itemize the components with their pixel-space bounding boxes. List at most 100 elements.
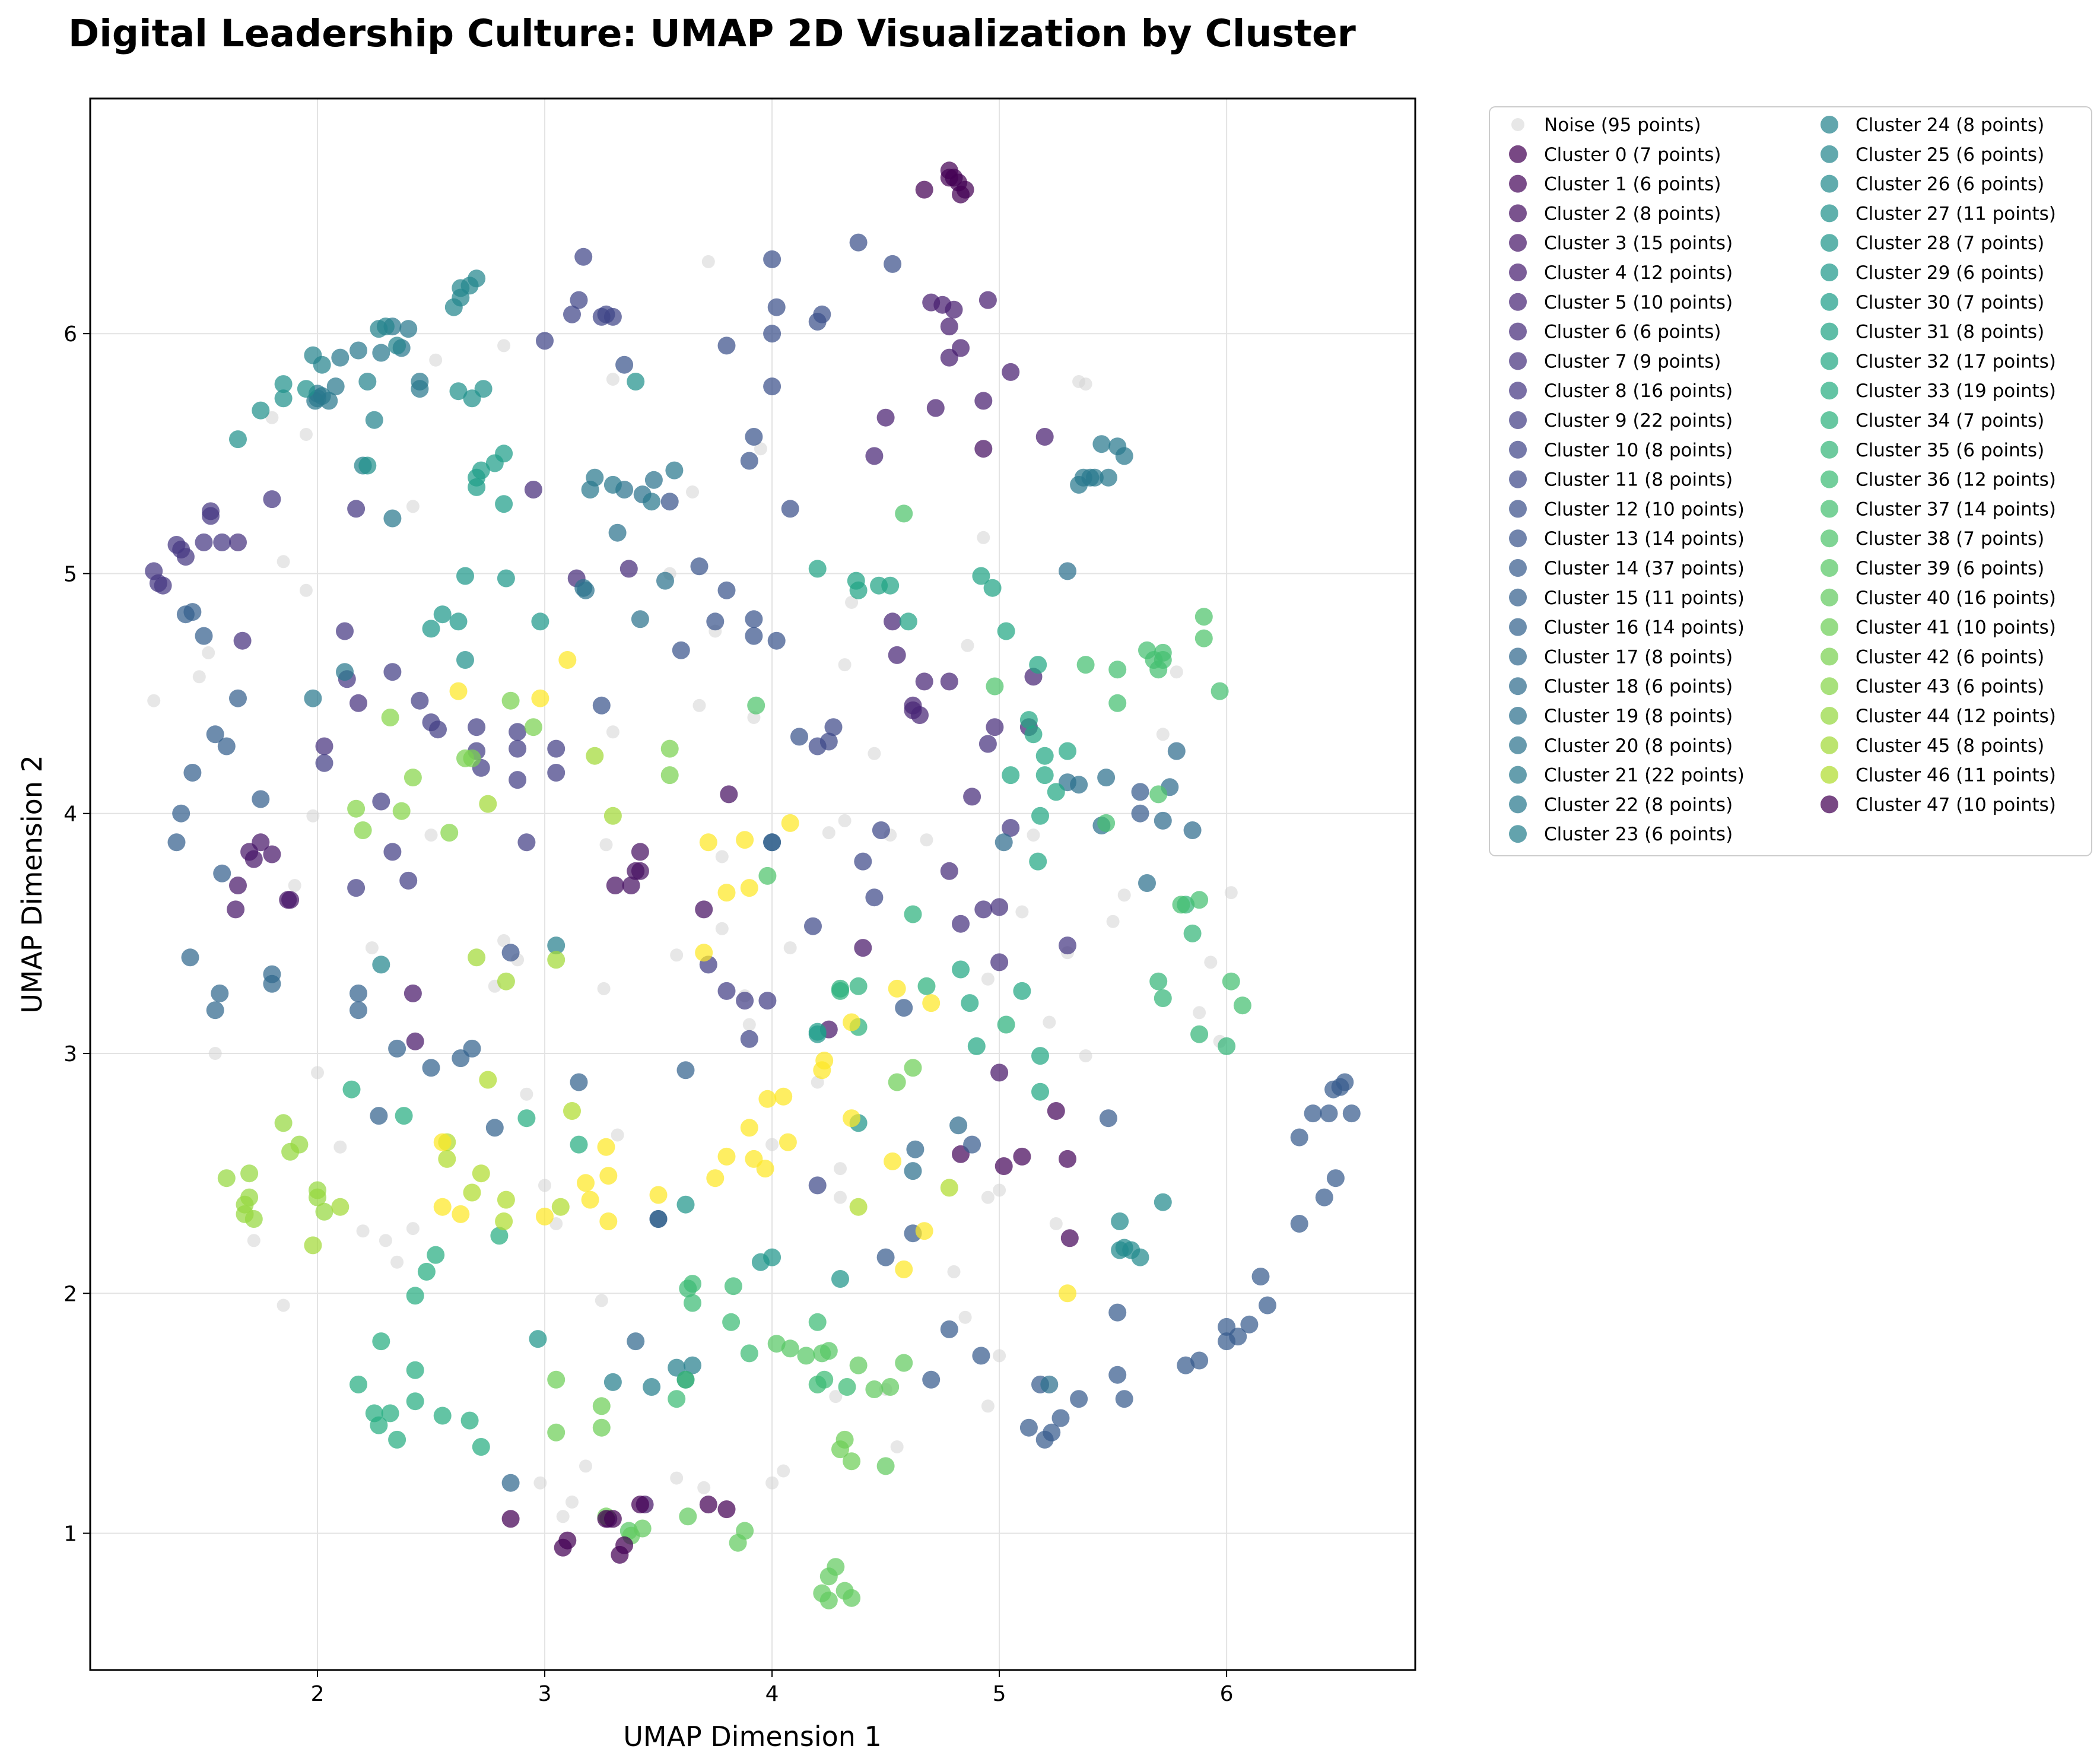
- legend-marker: [1509, 707, 1527, 725]
- cluster-point: [1131, 1248, 1149, 1266]
- cluster-point: [206, 725, 224, 744]
- cluster-point: [252, 401, 270, 420]
- legend-marker: [1509, 352, 1527, 370]
- noise-point: [406, 500, 420, 513]
- legend-marker: [1821, 440, 1838, 459]
- cluster-point: [485, 1119, 504, 1137]
- cluster-point: [181, 948, 199, 967]
- noise-point: [365, 941, 379, 955]
- cluster-point: [676, 1195, 695, 1214]
- cluster-point: [695, 900, 713, 919]
- cluster-point: [211, 984, 229, 1002]
- legend-label: Cluster 14 (37 points): [1544, 558, 1745, 579]
- cluster-point: [615, 1536, 634, 1554]
- cluster-point: [1035, 747, 1054, 765]
- noise-point: [606, 725, 619, 739]
- cluster-point: [370, 1416, 388, 1434]
- cluster-point: [1108, 1303, 1127, 1322]
- legend-marker: [1821, 322, 1838, 341]
- legend-marker: [1509, 263, 1527, 281]
- cluster-point: [740, 879, 758, 897]
- cluster-point: [915, 672, 933, 691]
- cluster-point: [1115, 1390, 1133, 1408]
- cluster-point: [252, 833, 270, 852]
- noise-point: [1106, 915, 1120, 928]
- legend-label: Cluster 10 (8 points): [1544, 440, 1733, 461]
- cluster-point: [952, 185, 970, 204]
- cluster-point: [547, 739, 565, 758]
- legend-label: Cluster 28 (7 points): [1856, 233, 2044, 254]
- legend-marker: [1509, 500, 1527, 518]
- cluster-point: [808, 560, 827, 578]
- cluster-point: [304, 689, 322, 707]
- cluster-point: [888, 1073, 906, 1091]
- cluster-point: [808, 737, 827, 755]
- cluster-point: [644, 471, 663, 489]
- cluster-point: [1013, 982, 1031, 1000]
- noise-point: [538, 1179, 551, 1192]
- cluster-point: [888, 646, 906, 664]
- cluster-point: [195, 627, 213, 645]
- x-tick-label: 6: [1220, 1682, 1234, 1706]
- legend-label: Cluster 34 (7 points): [1856, 410, 2044, 431]
- cluster-point: [1092, 435, 1111, 453]
- cluster-point: [881, 576, 900, 595]
- cluster-point: [1108, 661, 1127, 679]
- cluster-point: [940, 318, 958, 336]
- cluster-point: [1183, 821, 1202, 839]
- noise-point: [1015, 905, 1029, 919]
- cluster-point: [1031, 807, 1049, 825]
- cluster-point: [1172, 896, 1190, 914]
- cluster-point: [1097, 769, 1116, 787]
- cluster-point: [995, 833, 1013, 852]
- cluster-point: [468, 478, 486, 496]
- plot-frame: [89, 97, 1416, 1671]
- cluster-point: [815, 1052, 834, 1070]
- cluster-point: [354, 821, 372, 839]
- legend-marker: [1821, 174, 1838, 193]
- cluster-point: [395, 1107, 413, 1125]
- cluster-point: [547, 936, 565, 955]
- cluster-point: [849, 1198, 868, 1216]
- cluster-point: [497, 569, 515, 588]
- noise-point: [890, 1440, 904, 1453]
- cluster-point: [263, 490, 281, 509]
- cluster-point: [1324, 1080, 1343, 1099]
- cluster-point: [679, 1507, 697, 1526]
- noise-point: [697, 1481, 711, 1494]
- legend-marker: [1821, 588, 1838, 607]
- noise-point: [379, 1234, 392, 1247]
- cluster-point: [724, 1277, 742, 1296]
- cluster-point: [551, 1198, 570, 1216]
- cluster-point: [1315, 1188, 1333, 1207]
- cluster-point: [1251, 1268, 1270, 1285]
- cluster-point: [547, 1370, 565, 1389]
- cluster-point: [358, 373, 377, 391]
- noise-point: [670, 1471, 684, 1485]
- cluster-point: [517, 833, 536, 852]
- cluster-point: [547, 951, 565, 969]
- cluster-point: [495, 445, 513, 463]
- noise-point: [1049, 1217, 1063, 1230]
- cluster-point: [736, 1522, 754, 1540]
- cluster-point: [370, 1107, 388, 1125]
- cluster-point: [1304, 1104, 1322, 1123]
- cluster-point: [1326, 1169, 1345, 1188]
- cluster-point: [1047, 1102, 1065, 1120]
- cluster-point: [586, 747, 604, 765]
- cluster-point: [1059, 936, 1076, 955]
- cluster-point: [1031, 1082, 1049, 1101]
- cluster-point: [974, 392, 993, 410]
- cluster-point: [781, 1339, 799, 1358]
- legend-label: Cluster 5 (10 points): [1544, 292, 1733, 313]
- cluster-point: [945, 300, 963, 319]
- legend-label: Cluster 23 (6 points): [1544, 824, 1733, 845]
- cluster-point: [854, 852, 872, 871]
- cluster-point: [460, 1411, 479, 1430]
- cluster-point: [176, 548, 195, 566]
- cluster-point: [263, 845, 281, 863]
- legend-marker: [1509, 411, 1527, 429]
- noise-point: [993, 1183, 1006, 1197]
- legend-marker: [1821, 500, 1838, 518]
- cluster-point: [350, 984, 367, 1002]
